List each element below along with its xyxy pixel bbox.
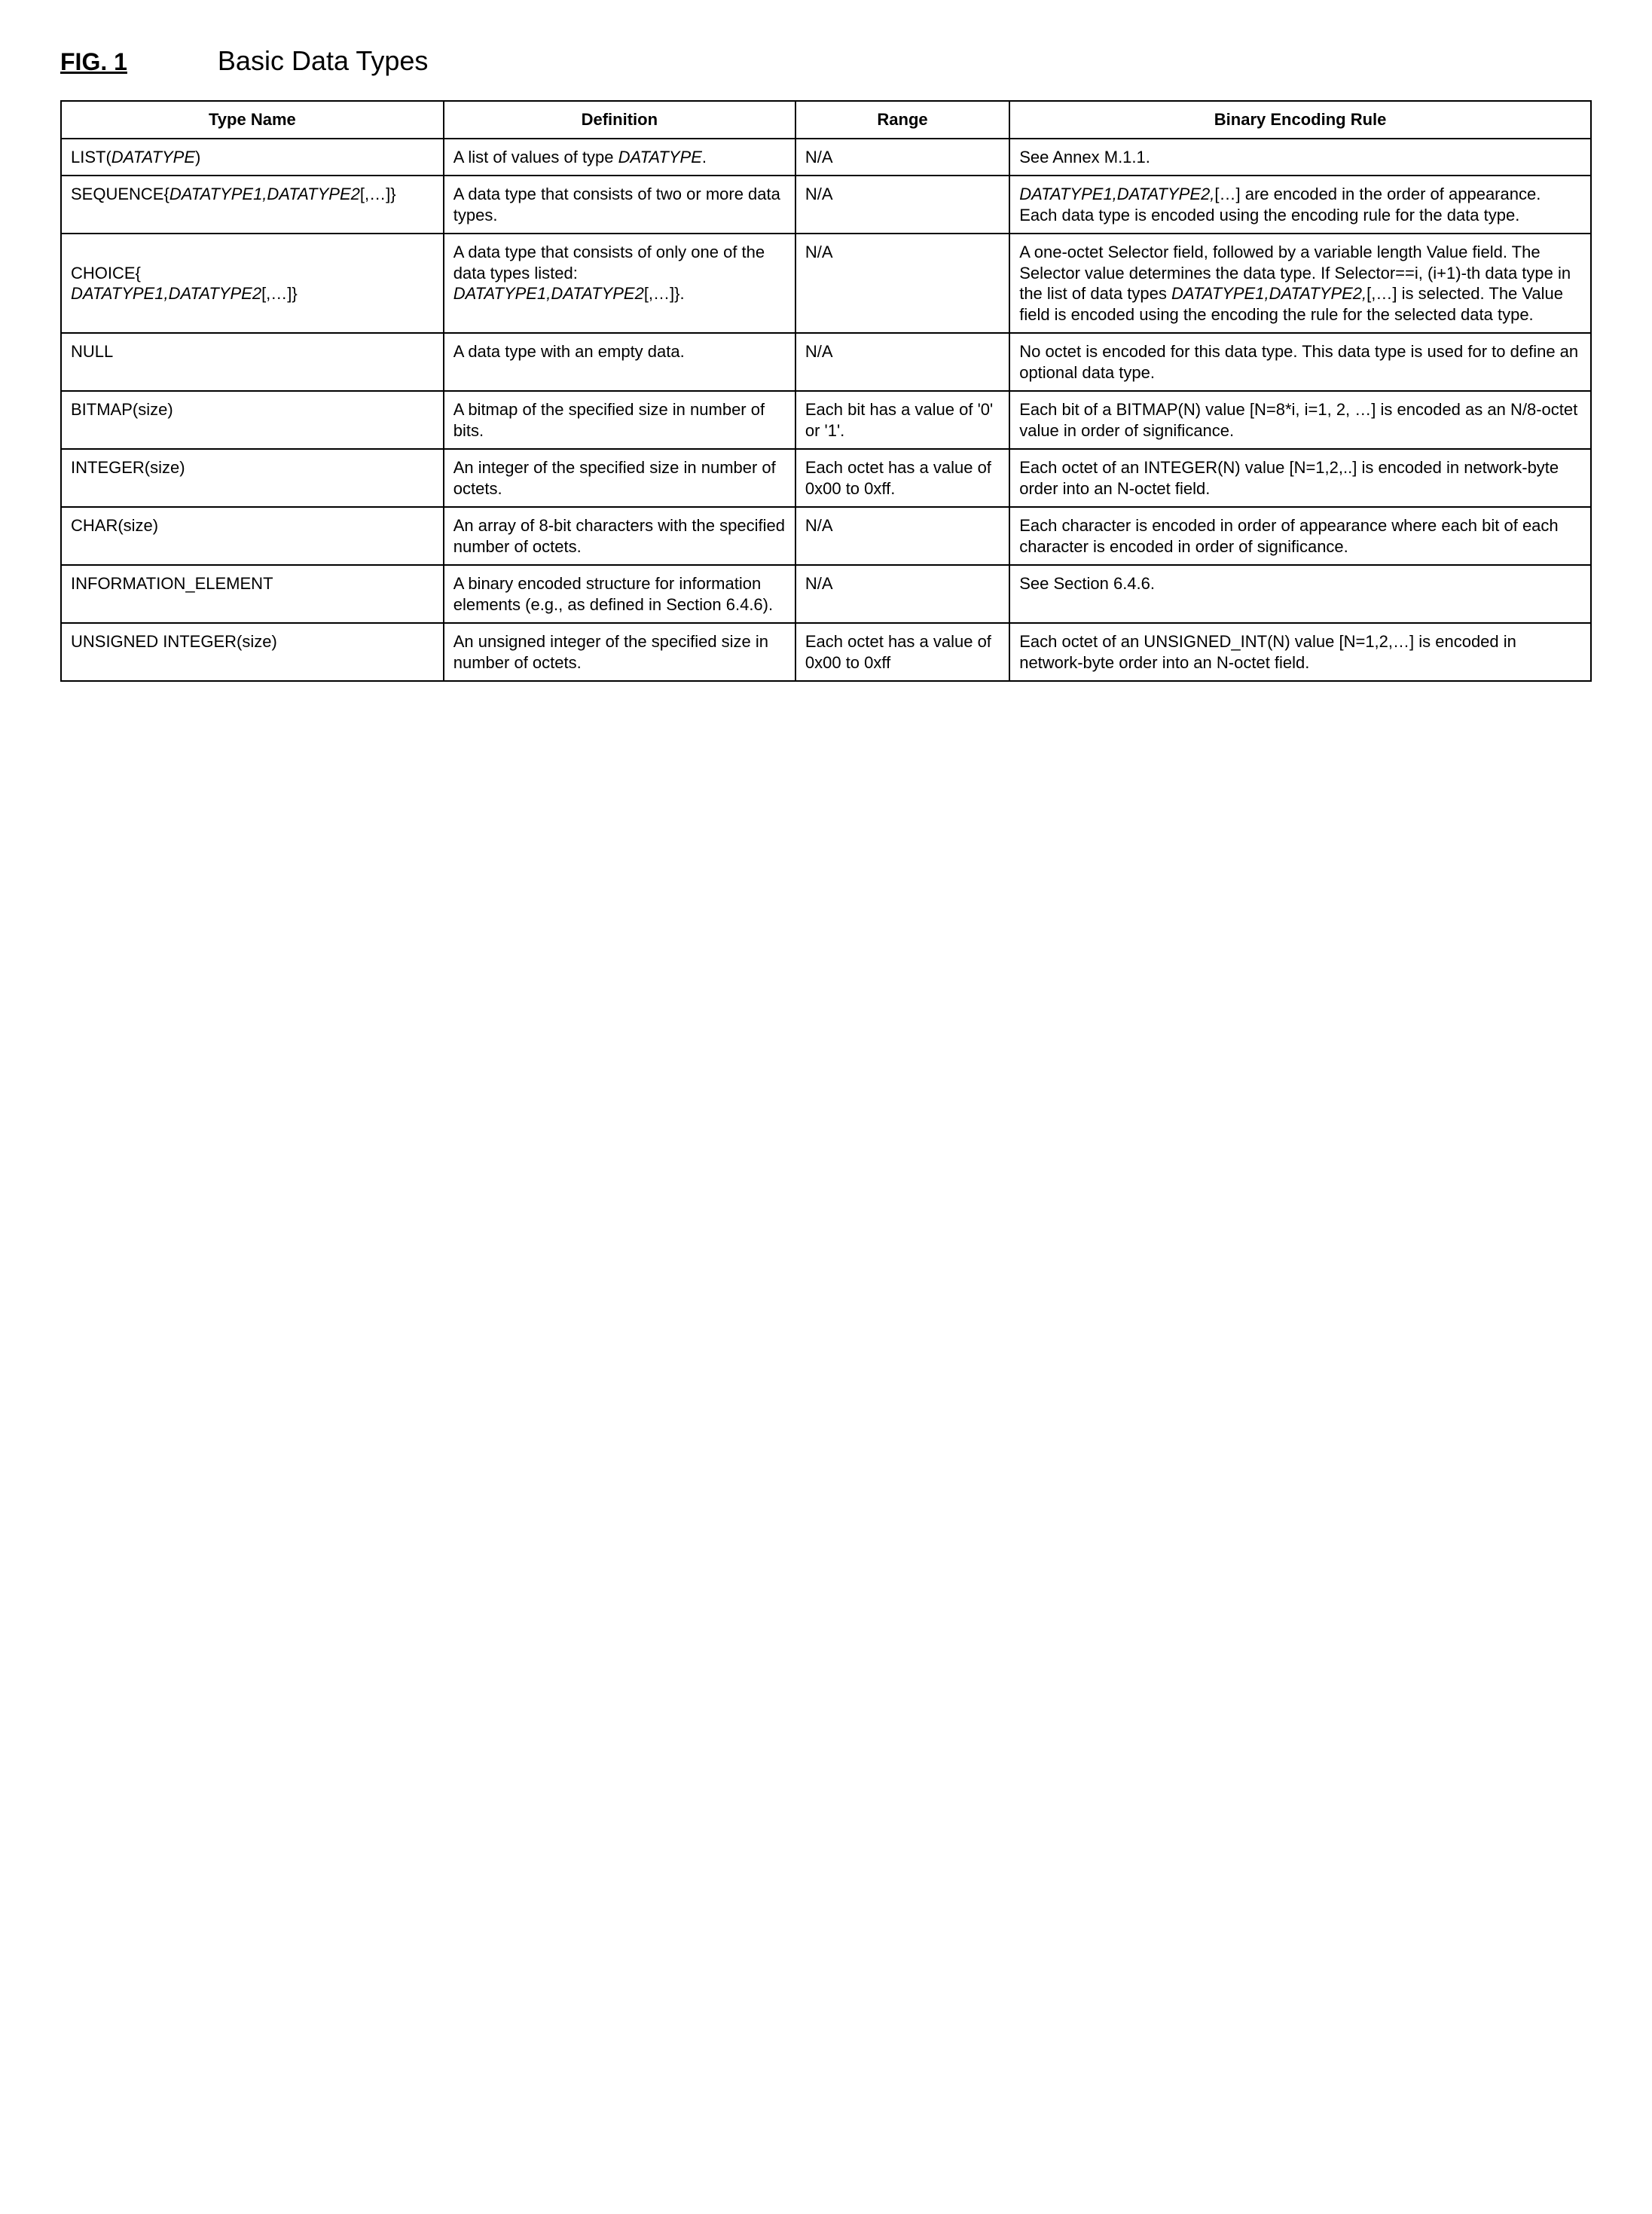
table-row: CHAR(size) An array of 8-bit characters … (61, 507, 1591, 565)
def-pre: A list of values of type (453, 148, 618, 166)
range-cell: N/A (795, 176, 1009, 234)
type-name-cell: NULL (61, 333, 444, 391)
table-row: BITMAP(size) A bitmap of the specified s… (61, 391, 1591, 449)
col-header-rule: Binary Encoding Rule (1009, 101, 1591, 139)
type-ital: DATATYPE (111, 148, 195, 166)
table-row: INTEGER(size) An integer of the specifie… (61, 449, 1591, 507)
rule-cell: Each octet of an UNSIGNED_INT(N) value [… (1009, 623, 1591, 681)
table-header-row: Type Name Definition Range Binary Encodi… (61, 101, 1591, 139)
def-ital: DATATYPE (618, 148, 702, 166)
def-post: [,…]}. (644, 284, 685, 303)
type-name-cell: LIST(DATATYPE) (61, 139, 444, 176)
range-cell: Each octet has a value of 0x00 to 0xff. (795, 449, 1009, 507)
rule-cell: No octet is encoded for this data type. … (1009, 333, 1591, 391)
data-types-table: Type Name Definition Range Binary Encodi… (60, 100, 1592, 682)
rule-cell: DATATYPE1,DATATYPE2,[…] are encoded in t… (1009, 176, 1591, 234)
col-header-definition: Definition (444, 101, 795, 139)
range-cell: Each octet has a value of 0x00 to 0xff (795, 623, 1009, 681)
table-row: UNSIGNED INTEGER(size) An unsigned integ… (61, 623, 1591, 681)
definition-cell: An array of 8-bit characters with the sp… (444, 507, 795, 565)
table-row: INFORMATION_ELEMENT A binary encoded str… (61, 565, 1591, 623)
type-prefix: SEQUENCE{ (71, 185, 169, 203)
rule-cell: Each octet of an INTEGER(N) value [N=1,2… (1009, 449, 1591, 507)
type-suffix: [,…]} (360, 185, 396, 203)
table-row: SEQUENCE{DATATYPE1,DATATYPE2[,…]} A data… (61, 176, 1591, 234)
type-suffix: ) (195, 148, 200, 166)
type-name-cell: CHOICE{ DATATYPE1,DATATYPE2[,…]} (61, 234, 444, 333)
range-cell: N/A (795, 333, 1009, 391)
definition-cell: A data type that consists of only one of… (444, 234, 795, 333)
definition-cell: A binary encoded structure for informati… (444, 565, 795, 623)
rule-cell: A one-octet Selector field, followed by … (1009, 234, 1591, 333)
page-title: Basic Data Types (218, 45, 428, 77)
definition-cell: A list of values of type DATATYPE. (444, 139, 795, 176)
definition-cell: An integer of the specified size in numb… (444, 449, 795, 507)
definition-cell: A bitmap of the specified size in number… (444, 391, 795, 449)
type-name-cell: CHAR(size) (61, 507, 444, 565)
type-name-cell: BITMAP(size) (61, 391, 444, 449)
type-ital: DATATYPE1,DATATYPE2 (169, 185, 360, 203)
figure-label: FIG. 1 (60, 48, 127, 76)
definition-cell: A data type with an empty data. (444, 333, 795, 391)
table-row: CHOICE{ DATATYPE1,DATATYPE2[,…]} A data … (61, 234, 1591, 333)
range-cell: N/A (795, 234, 1009, 333)
range-cell: N/A (795, 507, 1009, 565)
definition-cell: An unsigned integer of the specified siz… (444, 623, 795, 681)
def-post: . (702, 148, 707, 166)
rule-cell: See Annex M.1.1. (1009, 139, 1591, 176)
type-name-cell: UNSIGNED INTEGER(size) (61, 623, 444, 681)
type-name-cell: INFORMATION_ELEMENT (61, 565, 444, 623)
col-header-range: Range (795, 101, 1009, 139)
definition-cell: A data type that consists of two or more… (444, 176, 795, 234)
rule-cell: Each character is encoded in order of ap… (1009, 507, 1591, 565)
type-name-cell: INTEGER(size) (61, 449, 444, 507)
rule-ital: DATATYPE1,DATATYPE2, (1019, 185, 1214, 203)
range-cell: Each bit has a value of '0' or '1'. (795, 391, 1009, 449)
type-prefix: CHOICE{ (71, 264, 141, 282)
type-name-cell: SEQUENCE{DATATYPE1,DATATYPE2[,…]} (61, 176, 444, 234)
def-ital: DATATYPE1,DATATYPE2 (453, 284, 644, 303)
range-cell: N/A (795, 565, 1009, 623)
type-suffix: [,…]} (261, 284, 298, 303)
rule-ital: DATATYPE1,DATATYPE2, (1171, 284, 1366, 303)
def-pre: A data type that consists of only one of… (453, 243, 765, 282)
type-ital: DATATYPE1,DATATYPE2 (71, 284, 261, 303)
rule-cell: See Section 6.4.6. (1009, 565, 1591, 623)
type-prefix: LIST( (71, 148, 111, 166)
rule-cell: Each bit of a BITMAP(N) value [N=8*i, i=… (1009, 391, 1591, 449)
table-row: NULL A data type with an empty data. N/A… (61, 333, 1591, 391)
table-row: LIST(DATATYPE) A list of values of type … (61, 139, 1591, 176)
col-header-type: Type Name (61, 101, 444, 139)
range-cell: N/A (795, 139, 1009, 176)
